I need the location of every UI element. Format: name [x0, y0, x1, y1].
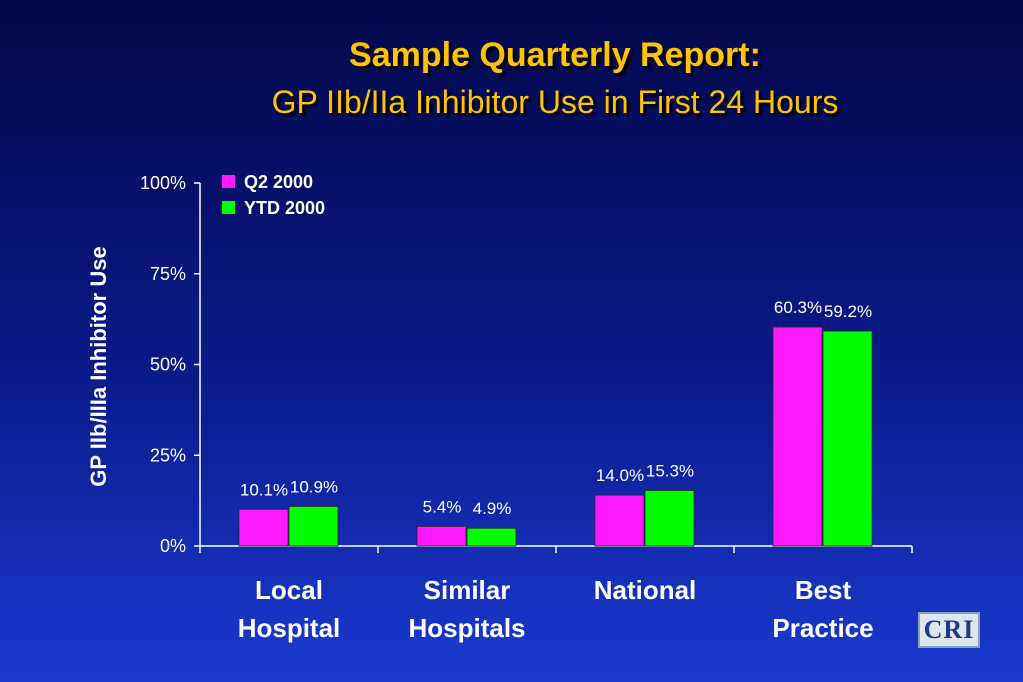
legend-swatch: [222, 201, 235, 214]
bar-ytd: [644, 490, 695, 547]
chart-subtitle: GP IIb/IIa Inhibitor Use in First 24 Hou…: [271, 84, 839, 120]
y-tick-label: 25%: [150, 445, 186, 465]
y-tick-label: 100%: [140, 173, 186, 193]
x-category-label: Best: [795, 575, 852, 605]
data-label: 14.0%: [596, 466, 644, 485]
bar-ytd: [288, 506, 339, 547]
x-category-label: Local: [255, 575, 323, 605]
y-tick-label: 75%: [150, 264, 186, 284]
y-axis-title: GP IIb/IIIa Inhibitor Use: [86, 246, 111, 486]
bar-q2: [594, 494, 645, 547]
data-label: 59.2%: [824, 302, 872, 321]
bar-q2: [238, 508, 289, 547]
data-label: 10.1%: [240, 480, 288, 499]
x-category-label: Hospital: [238, 613, 341, 643]
legend-label: Q2 2000: [244, 172, 313, 192]
data-label: 5.4%: [423, 497, 462, 516]
chart-title: Sample Quarterly Report:: [349, 36, 761, 74]
data-label: 10.9%: [290, 477, 338, 496]
bar-ytd: [466, 527, 517, 547]
bar-ytd: [822, 330, 873, 547]
x-category-label: Practice: [772, 613, 873, 643]
data-label: 4.9%: [473, 499, 512, 518]
cri-logo: CRI: [918, 612, 980, 648]
x-category-label: Hospitals: [408, 613, 525, 643]
bar-q2: [416, 525, 467, 547]
bar-q2: [772, 326, 823, 547]
x-category-label: National: [594, 575, 697, 605]
legend-label: YTD 2000: [244, 198, 325, 218]
data-label: 15.3%: [646, 461, 694, 480]
legend-swatch: [222, 175, 235, 188]
data-label: 60.3%: [774, 298, 822, 317]
y-tick-label: 50%: [150, 355, 186, 375]
y-tick-label: 0%: [160, 536, 186, 556]
x-category-label: Similar: [424, 575, 511, 605]
